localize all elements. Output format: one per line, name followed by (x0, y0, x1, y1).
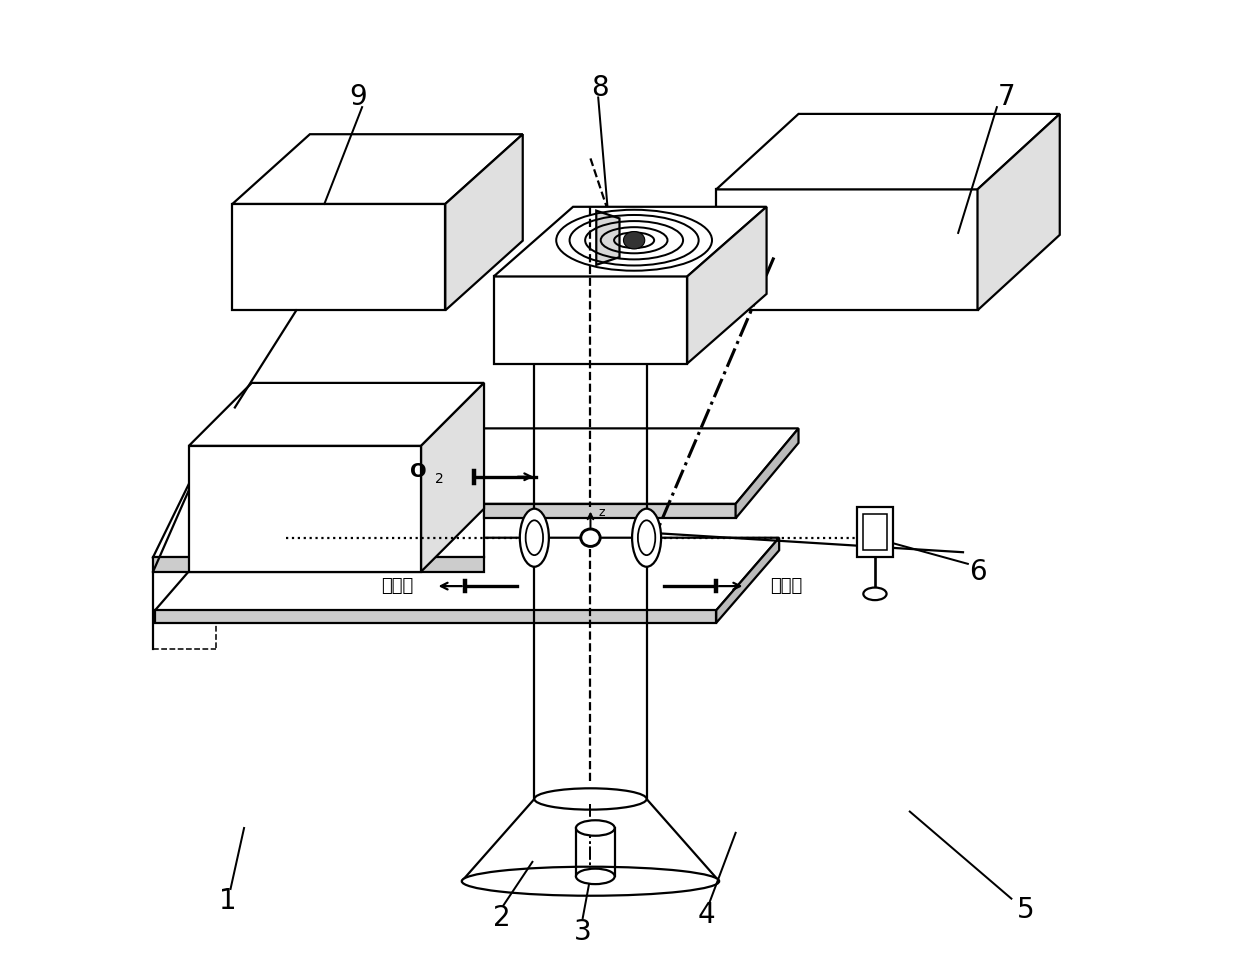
Text: 4: 4 (698, 901, 715, 929)
Polygon shape (421, 383, 484, 572)
Ellipse shape (581, 529, 600, 547)
Polygon shape (154, 428, 798, 557)
Polygon shape (716, 538, 779, 623)
Ellipse shape (525, 520, 543, 555)
Text: z: z (598, 507, 605, 519)
Polygon shape (233, 203, 445, 310)
Ellipse shape (534, 338, 647, 359)
Text: 3: 3 (574, 918, 591, 946)
Polygon shape (716, 114, 1059, 189)
Ellipse shape (576, 868, 615, 884)
Polygon shape (978, 114, 1059, 310)
Text: 1: 1 (219, 887, 237, 915)
Polygon shape (688, 206, 767, 363)
Text: 7: 7 (997, 83, 1015, 111)
Polygon shape (736, 428, 798, 518)
Ellipse shape (638, 520, 655, 555)
Ellipse shape (534, 789, 647, 810)
Polygon shape (188, 383, 484, 446)
Bar (864, 514, 887, 550)
Text: 8: 8 (591, 74, 608, 102)
Polygon shape (716, 189, 978, 310)
Bar (856, 507, 893, 557)
Text: 9: 9 (349, 83, 367, 111)
Polygon shape (596, 210, 620, 265)
Ellipse shape (623, 232, 644, 249)
Ellipse shape (520, 509, 549, 567)
Polygon shape (484, 504, 736, 518)
Polygon shape (154, 557, 484, 572)
Polygon shape (155, 538, 779, 610)
Text: 5: 5 (1017, 896, 1035, 924)
Text: 真空计: 真空计 (380, 578, 413, 595)
Polygon shape (445, 135, 523, 310)
Text: 真空泵: 真空泵 (769, 578, 802, 595)
Polygon shape (233, 135, 523, 203)
Text: 6: 6 (969, 557, 986, 585)
Polygon shape (462, 799, 719, 881)
Text: 2: 2 (493, 904, 510, 932)
Polygon shape (493, 206, 767, 276)
Ellipse shape (576, 821, 615, 835)
Polygon shape (493, 276, 688, 363)
Ellipse shape (632, 509, 662, 567)
Text: O: O (410, 462, 426, 482)
Ellipse shape (462, 866, 719, 895)
Text: 2: 2 (435, 472, 444, 485)
Ellipse shape (864, 587, 887, 600)
Polygon shape (188, 446, 421, 572)
Polygon shape (155, 610, 716, 623)
